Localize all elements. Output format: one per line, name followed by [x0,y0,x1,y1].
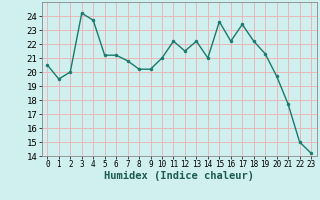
X-axis label: Humidex (Indice chaleur): Humidex (Indice chaleur) [104,171,254,181]
